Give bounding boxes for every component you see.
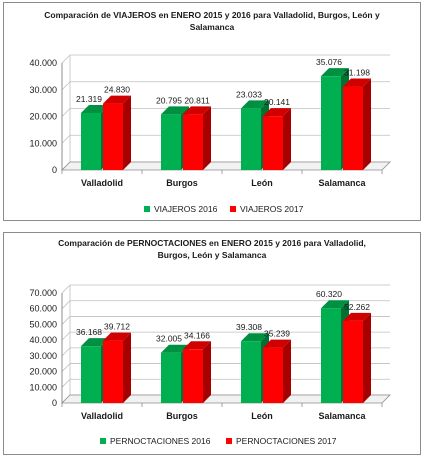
y-tick-label: 70.000 — [29, 288, 57, 298]
data-label: 34.166 — [184, 330, 210, 340]
legend-swatch — [100, 438, 106, 444]
data-label: 35.076 — [316, 57, 342, 67]
y-tick-label: 50.000 — [29, 319, 57, 329]
y-tick-label: 10.000 — [29, 138, 57, 148]
chart-panel-pernoctaciones: Comparación de PERNOCTACIONES en ENERO 2… — [3, 232, 421, 455]
y-tick-label: 40.000 — [29, 58, 57, 68]
data-label: 36.168 — [76, 327, 102, 337]
data-label: 20.795 — [156, 95, 182, 105]
y-tick-label: 20.000 — [29, 367, 57, 377]
x-tick-label: Valladolid — [81, 178, 123, 188]
legend-label: VIAJEROS 2017 — [240, 204, 304, 214]
data-label: 20.141 — [264, 97, 290, 107]
gridline-side — [61, 363, 71, 372]
x-tick-label: Salamanca — [318, 411, 366, 421]
data-label: 23.033 — [236, 89, 262, 99]
bar — [103, 95, 131, 170]
y-tick-label: 30.000 — [29, 351, 57, 361]
gridline-side — [61, 316, 71, 325]
gridline-side — [61, 300, 71, 309]
x-tick-label: Salamanca — [318, 178, 366, 188]
bar — [183, 341, 211, 403]
chart-title: Comparación de PERNOCTACIONES en ENERO 2… — [58, 238, 366, 260]
x-tick-label: Burgos — [166, 178, 198, 188]
y-tick-label: 40.000 — [29, 335, 57, 345]
data-label: 31.198 — [344, 68, 370, 78]
y-tick-label: 0 — [52, 398, 57, 408]
bar — [103, 332, 131, 403]
gridline-side — [61, 331, 71, 341]
x-tick-label: Burgos — [166, 411, 198, 421]
legend-swatch — [230, 206, 236, 212]
y-tick-label: 30.000 — [29, 85, 57, 95]
legend-swatch — [144, 206, 150, 212]
data-label: 35.239 — [264, 329, 290, 339]
bar — [343, 78, 371, 170]
legend-label: VIAJEROS 2016 — [154, 204, 218, 214]
data-label: 52.262 — [344, 302, 370, 312]
gridline-side — [61, 347, 71, 357]
gridline-side — [61, 108, 71, 117]
data-label: 21.319 — [76, 94, 102, 104]
bar — [343, 312, 371, 403]
data-label: 60.320 — [316, 289, 342, 299]
legend-label: PERNOCTACIONES 2017 — [236, 436, 337, 446]
data-label: 24.830 — [104, 85, 130, 95]
y-tick-label: 0 — [52, 165, 57, 175]
data-label: 39.308 — [236, 322, 262, 332]
chart-title: Comparación de VIAJEROS en ENERO 2015 y … — [44, 10, 380, 32]
bar — [263, 108, 291, 170]
gridline-side — [61, 379, 71, 388]
x-tick-label: León — [251, 411, 273, 421]
y-tick-label: 10.000 — [29, 382, 57, 392]
legend-label: PERNOCTACIONES 2016 — [110, 436, 211, 446]
gridline-side — [61, 284, 71, 294]
legend-swatch — [226, 438, 232, 444]
x-tick-label: Valladolid — [81, 411, 123, 421]
y-tick-label: 60.000 — [29, 304, 57, 314]
bar — [183, 106, 211, 170]
bar — [263, 339, 291, 403]
x-tick-label: León — [251, 178, 273, 188]
data-label: 39.712 — [104, 322, 130, 332]
gridline-side — [61, 81, 71, 91]
data-label: 32.005 — [156, 334, 182, 344]
chart-viajeros: 0 10.000 20.000 30.000 40.000 Valladolid 21.31… — [29, 54, 391, 214]
data-label: 20.811 — [184, 95, 210, 105]
gridline-side — [61, 134, 71, 144]
chart-pernoctaciones: 0 10.000 20.000 30.000 40.000 50.000 60.000 70.… — [29, 284, 391, 446]
y-tick-label: 20.000 — [29, 112, 57, 122]
gridline-side — [61, 54, 71, 64]
chart-panel-viajeros: Comparación de VIAJEROS en ENERO 2015 y … — [3, 2, 421, 221]
